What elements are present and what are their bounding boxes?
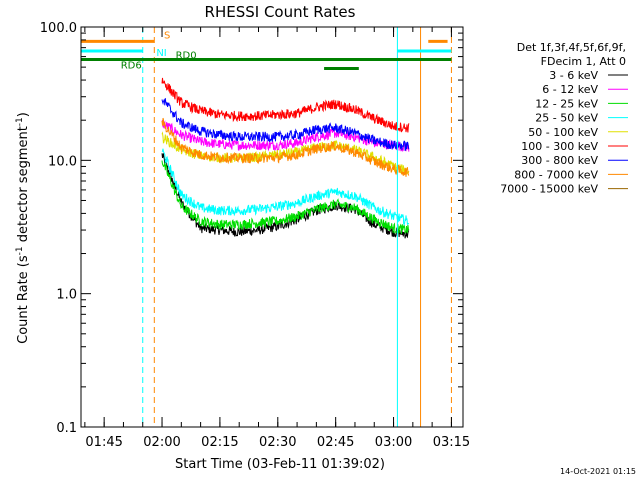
- axes-layer: 0.1 1.0 10.0 100.0 01:45 02:00 02:15 02:30 02:45…: [40, 21, 470, 450]
- legend-header-line-1: Det 1f,3f,4f,5f,6f,9f,: [517, 41, 626, 54]
- legend-entry-label-6: 100 - 300 keV: [521, 140, 598, 153]
- y-axis-label-part: Count Rate (s: [16, 255, 31, 344]
- x-tick-label-5: 02:45: [317, 435, 354, 450]
- x-tick-label-3: 02:15: [201, 435, 238, 450]
- y-axis-label-part: ): [16, 112, 31, 117]
- legend-entry-label-1: 3 - 6 keV: [549, 69, 598, 82]
- x-axis-label: Start Time (03-Feb-11 01:39:02): [175, 457, 385, 472]
- x-tick-label-6: 03:00: [375, 435, 412, 450]
- legend-entry-label-9: 7000 - 15000 keV: [500, 183, 598, 196]
- legend: Det 1f,3f,4f,5f,6f,9f,FDecim 1, Att 03 -…: [500, 41, 628, 196]
- flag-label-rd6: RD6: [121, 61, 142, 72]
- y-tick-label-4: 100.0: [40, 21, 77, 36]
- plot-data-layer: [161, 77, 410, 239]
- x-tick-label-4: 02:30: [259, 435, 296, 450]
- legend-entry-label-7: 300 - 800 keV: [521, 154, 598, 167]
- y-tick-label-2: 1.0: [56, 288, 77, 303]
- legend-entry-label-3: 12 - 25 keV: [535, 97, 598, 110]
- y-axis-label-part: -1: [15, 246, 25, 255]
- timestamp: 14-Oct-2021 01:15: [560, 467, 636, 476]
- y-axis-label-part: -1: [15, 117, 25, 126]
- y-axis-label: Count Rate (s-1 detector segment-1): [15, 112, 31, 344]
- series-line-3: [161, 160, 410, 235]
- series-line-8: [161, 117, 410, 177]
- plot-frame: [80, 26, 464, 428]
- flag-bars-layer: S NI RD6 RD0: [80, 27, 452, 427]
- legend-entry-label-5: 50 - 100 keV: [528, 126, 598, 139]
- chart-title: RHESSI Count Rates: [205, 3, 356, 21]
- y-axis-label-part: detector segment: [16, 126, 31, 246]
- flag-label-s: S: [164, 30, 170, 41]
- series-line-4: [161, 148, 410, 226]
- legend-header-line-2: FDecim 1, Att 0: [541, 55, 626, 68]
- y-tick-label-1: 0.1: [56, 421, 77, 436]
- x-tick-label-1: 01:45: [85, 435, 122, 450]
- flag-label-rd0: RD0: [176, 51, 197, 62]
- legend-entry-label-8: 800 - 7000 keV: [514, 168, 598, 181]
- series-line-1: [161, 153, 410, 239]
- series-line-7: [161, 98, 410, 152]
- legend-entry-label-4: 25 - 50 keV: [535, 112, 598, 125]
- y-tick-label-3: 10.0: [48, 154, 77, 169]
- legend-entry-label-2: 6 - 12 keV: [542, 83, 598, 96]
- series-line-6: [161, 77, 410, 133]
- x-tick-label-2: 02:00: [143, 435, 180, 450]
- flag-label-ni: NI: [156, 48, 166, 59]
- x-tick-label-7: 03:15: [433, 435, 470, 450]
